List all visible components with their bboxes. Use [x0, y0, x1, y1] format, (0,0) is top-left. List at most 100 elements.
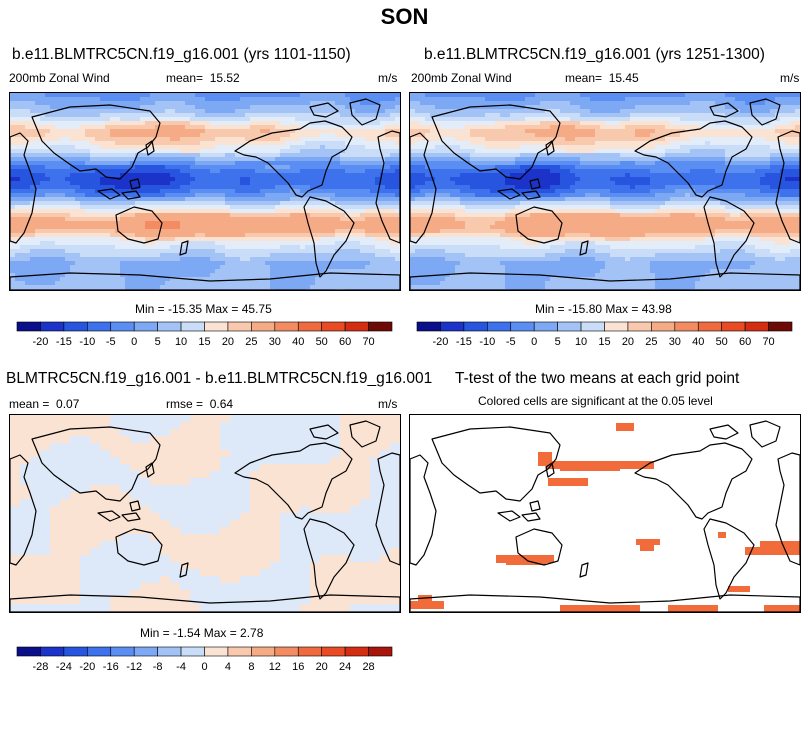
wind-cell: [95, 101, 101, 106]
wind-cell: [480, 105, 486, 110]
wind-cell: [705, 141, 711, 146]
wind-cell: [430, 145, 436, 150]
wind-cell: [325, 269, 331, 274]
wind-cell: [250, 129, 256, 134]
wind-cell: [230, 153, 236, 158]
wind-cell: [265, 137, 271, 142]
wind-cell: [230, 185, 236, 190]
wind-cell: [410, 129, 416, 134]
wind-cell: [345, 277, 351, 282]
wind-cell: [30, 197, 36, 202]
wind-cell: [20, 141, 26, 146]
wind-cell: [250, 265, 256, 270]
wind-cell: [310, 193, 316, 198]
wind-cell: [150, 185, 156, 190]
wind-cell: [355, 237, 361, 242]
wind-cell: [235, 141, 241, 146]
wind-cell: [300, 193, 306, 198]
wind-cell: [285, 257, 291, 262]
wind-cell: [305, 197, 311, 202]
wind-cell: [290, 93, 296, 98]
wind-cell: [370, 277, 376, 282]
wind-cell: [30, 237, 36, 242]
wind-cell: [110, 173, 116, 178]
wind-cell: [45, 221, 51, 226]
wind-cell: [260, 205, 266, 210]
wind-cell: [450, 125, 456, 130]
wind-cell: [525, 101, 531, 106]
wind-cell: [230, 121, 236, 126]
wind-cell: [345, 257, 351, 262]
wind-cell: [445, 129, 451, 134]
wind-cell: [610, 141, 616, 146]
wind-cell: [50, 193, 56, 198]
wind-cell: [160, 213, 166, 218]
wind-cell: [175, 285, 181, 290]
wind-cell: [390, 137, 396, 142]
wind-cell: [95, 285, 101, 290]
wind-cell: [300, 181, 306, 186]
wind-cell: [85, 149, 91, 154]
wind-cell: [595, 121, 601, 126]
wind-cell: [210, 141, 216, 146]
wind-cell: [85, 201, 91, 206]
wind-cell: [235, 125, 241, 130]
wind-cell: [295, 281, 301, 286]
wind-cell: [105, 233, 111, 238]
wind-cell: [240, 229, 246, 234]
wind-cell: [340, 249, 346, 254]
wind-cell: [370, 129, 376, 134]
wind-cell: [70, 285, 76, 290]
colorbar-bin: [297, 321, 322, 332]
wind-cell: [35, 193, 41, 198]
wind-cell: [375, 213, 381, 218]
wind-cell: [125, 125, 131, 130]
wind-cell: [210, 157, 216, 162]
wind-cell: [510, 133, 516, 138]
wind-cell: [85, 257, 91, 262]
wind-cell: [355, 285, 361, 290]
wind-cell: [485, 141, 491, 146]
wind-cell: [75, 201, 81, 206]
wind-cell: [155, 145, 161, 150]
wind-cell: [430, 101, 436, 106]
wind-cell: [115, 109, 121, 114]
wind-cell: [60, 181, 66, 186]
wind-cell: [125, 137, 131, 142]
wind-cell: [560, 129, 566, 134]
wind-cell: [410, 113, 416, 118]
wind-cell: [455, 109, 461, 114]
wind-cell: [470, 137, 476, 142]
wind-cell: [280, 145, 286, 150]
wind-cell: [265, 193, 271, 198]
wind-cell: [450, 117, 456, 122]
wind-cell: [340, 213, 346, 218]
wind-cell: [310, 261, 316, 266]
wind-cell: [335, 277, 341, 282]
wind-cell: [10, 273, 16, 278]
wind-cell: [375, 97, 381, 102]
wind-cell: [285, 241, 291, 246]
wind-cell: [340, 177, 346, 182]
wind-cell: [275, 161, 281, 166]
wind-cell: [105, 177, 111, 182]
wind-cell: [550, 137, 556, 142]
wind-cell: [40, 189, 46, 194]
wind-cell: [370, 169, 376, 174]
wind-cell: [605, 101, 611, 106]
wind-cell: [355, 241, 361, 246]
wind-cell: [70, 265, 76, 270]
wind-cell: [560, 121, 566, 126]
wind-cell: [200, 273, 206, 278]
wind-cell: [795, 109, 800, 114]
wind-cell: [545, 133, 551, 138]
wind-cell: [290, 197, 296, 202]
wind-cell: [780, 113, 786, 118]
wind-cell: [160, 257, 166, 262]
wind-cell: [205, 233, 211, 238]
wind-cell: [190, 113, 196, 118]
wind-cell: [275, 277, 281, 282]
wind-cell: [15, 265, 21, 270]
wind-cell: [365, 189, 371, 194]
wind-cell: [135, 181, 141, 186]
